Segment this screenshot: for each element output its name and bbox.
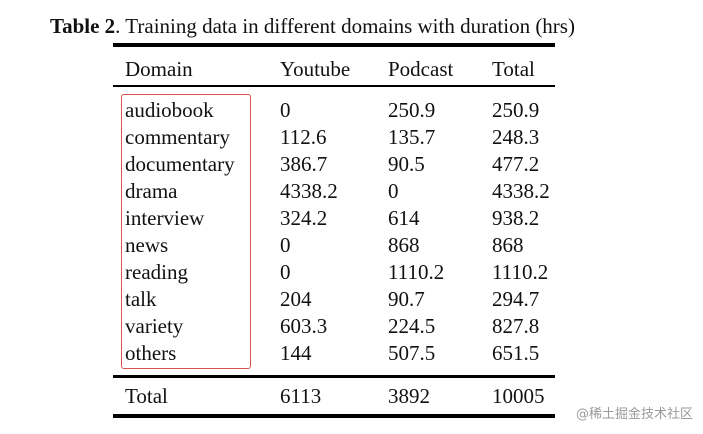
cell-total: 827.8 [492, 314, 540, 338]
header-total: Total [492, 57, 535, 81]
watermark: @稀土掘金技术社区 [575, 407, 693, 422]
cell-domain: interview [125, 206, 205, 230]
cell-domain: variety [125, 314, 184, 338]
cell-domain: others [125, 341, 177, 365]
cell-total: 294.7 [492, 287, 540, 311]
cell-total: 651.5 [492, 341, 540, 365]
cell-youtube: 144 [280, 341, 312, 365]
cell-domain: audiobook [125, 98, 214, 122]
cell-total: 4338.2 [492, 179, 550, 203]
cell-podcast: 90.7 [388, 287, 425, 311]
cell-domain: drama [125, 179, 178, 203]
table-total-rule [113, 375, 555, 378]
table-caption: Table 2. Training data in different doma… [50, 12, 575, 40]
total-label: Total [125, 384, 168, 408]
cell-domain: news [125, 233, 169, 257]
cell-total: 477.2 [492, 152, 540, 176]
header-podcast: Podcast [388, 57, 454, 81]
table-top-rule [113, 43, 555, 47]
cell-domain: documentary [125, 152, 235, 176]
cell-podcast: 868 [388, 233, 420, 257]
cell-youtube: 324.2 [280, 206, 328, 230]
cell-youtube: 204 [280, 287, 312, 311]
cell-podcast: 1110.2 [388, 260, 445, 284]
cell-total: 938.2 [492, 206, 540, 230]
cell-youtube: 386.7 [280, 152, 328, 176]
cell-youtube: 112.6 [280, 125, 327, 149]
cell-podcast: 250.9 [388, 98, 436, 122]
cell-youtube: 0 [280, 98, 291, 122]
table-caption-label: Table 2 [50, 14, 116, 38]
domain-highlight-box [121, 94, 251, 369]
table-header-rule [113, 85, 555, 87]
total-podcast: 3892 [388, 384, 430, 408]
total-youtube: 6113 [280, 384, 322, 408]
cell-total: 248.3 [492, 125, 540, 149]
cell-podcast: 135.7 [388, 125, 436, 149]
cell-podcast: 0 [388, 179, 399, 203]
cell-total: 250.9 [492, 98, 540, 122]
cell-podcast: 614 [388, 206, 420, 230]
cell-total: 1110.2 [492, 260, 549, 284]
cell-podcast: 507.5 [388, 341, 436, 365]
cell-domain: reading [125, 260, 188, 284]
cell-youtube: 603.3 [280, 314, 328, 338]
cell-youtube: 0 [280, 233, 291, 257]
cell-domain: talk [125, 287, 157, 311]
total-all: 10005 [492, 384, 545, 408]
cell-youtube: 4338.2 [280, 179, 338, 203]
cell-podcast: 90.5 [388, 152, 425, 176]
table-bottom-rule [113, 414, 555, 418]
cell-total: 868 [492, 233, 524, 257]
cell-youtube: 0 [280, 260, 291, 284]
table-caption-text: . Training data in different domains wit… [115, 14, 575, 38]
cell-domain: commentary [125, 125, 230, 149]
header-youtube: Youtube [280, 57, 351, 81]
header-domain: Domain [125, 57, 193, 81]
cell-podcast: 224.5 [388, 314, 436, 338]
